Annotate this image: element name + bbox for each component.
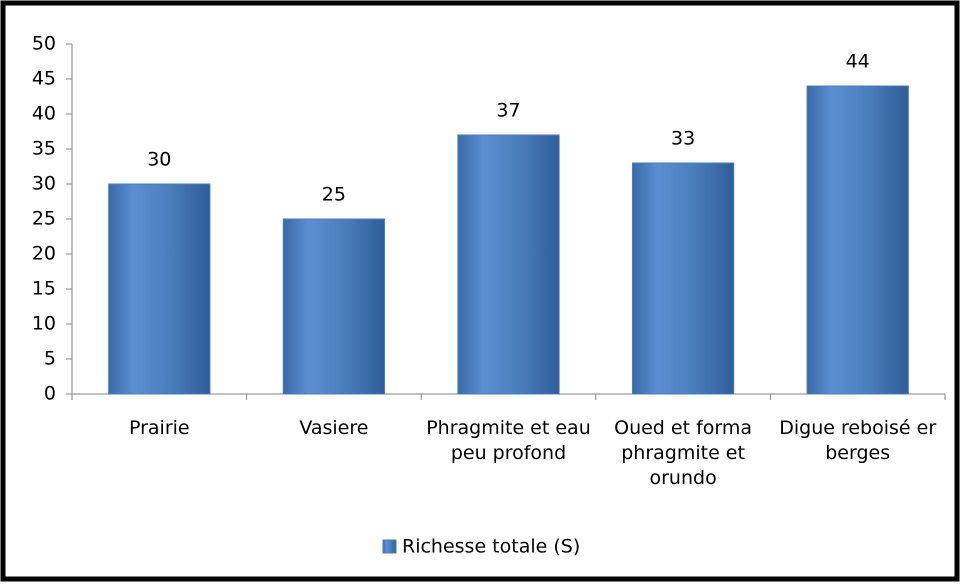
legend-label: Richesse totale (S) <box>402 536 580 558</box>
y-tick-label: 15 <box>32 278 56 300</box>
y-tick-label: 45 <box>32 68 56 90</box>
y-tick-label: 10 <box>32 313 56 335</box>
bar <box>806 85 909 395</box>
y-tick-label: 30 <box>32 173 56 195</box>
bar <box>108 183 211 395</box>
x-tick-label: Phragmite et eau peu profond <box>426 417 591 464</box>
y-tick-label: 20 <box>32 243 56 265</box>
bar <box>457 134 560 395</box>
y-tick-label: 40 <box>32 103 56 125</box>
data-label: 37 <box>496 100 520 122</box>
y-tick-label: 5 <box>44 348 56 370</box>
legend-swatch <box>382 539 397 554</box>
data-label: 33 <box>671 128 695 150</box>
bar <box>631 162 735 395</box>
x-tick-label: Prairie <box>128 417 190 439</box>
y-tick-label: 25 <box>32 208 56 230</box>
data-label: 30 <box>147 149 171 171</box>
data-label: 25 <box>322 184 346 206</box>
y-tick-label: 50 <box>32 33 56 55</box>
y-tick-label: 0 <box>44 383 56 405</box>
x-tick-label: Oued et forma phragmite et orundo <box>614 417 753 489</box>
y-tick-label: 35 <box>32 138 56 160</box>
x-tick-label: Vasiere <box>299 417 369 439</box>
data-label: 44 <box>846 51 870 73</box>
x-tick-label: Digue reboisé er berges <box>779 417 937 464</box>
bar <box>282 218 386 395</box>
